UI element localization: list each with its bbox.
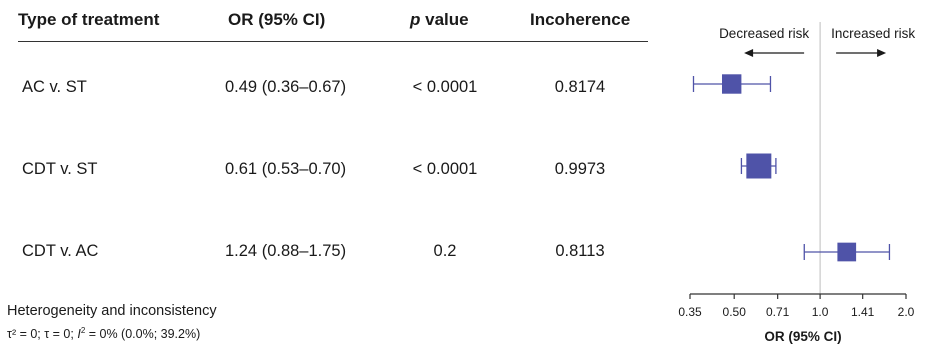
header-p-italic: p <box>410 10 421 29</box>
point-marker-1 <box>721 74 742 94</box>
header-p-rest: value <box>420 10 469 29</box>
header-incoherence: Incoherence <box>530 10 631 29</box>
row-2-p: < 0.0001 <box>412 160 478 178</box>
arrow-left-head <box>744 49 754 57</box>
stats-part-b: = 0% (0.0%; 39.2%) <box>85 327 201 342</box>
heterogeneity-stats: τ² = 0; τ = 0; I2 = 0% (0.0%; 39.2%) <box>7 326 200 341</box>
header-or-ci: OR (95% CI) <box>228 10 326 29</box>
header-treatment: Type of treatment <box>18 10 160 29</box>
row-2-treatment: CDT v. ST <box>22 160 98 178</box>
stats-sup: 2 <box>80 326 86 335</box>
row-1-p: < 0.0001 <box>412 78 478 96</box>
annotation-increased-risk: Increased risk <box>831 26 915 41</box>
row-3-or-ci: 1.24 (0.88–1.75) <box>225 242 347 260</box>
row-2-or-ci: 0.61 (0.53–0.70) <box>225 160 347 178</box>
heterogeneity-heading: Heterogeneity and inconsistency <box>7 303 217 319</box>
x-tick-label-2: 0.50 <box>723 305 747 319</box>
point-marker-2 <box>746 153 772 179</box>
header-rule <box>18 41 648 42</box>
row-2-incoherence: 0.9973 <box>554 160 606 178</box>
x-tick-label-4: 1.0 <box>812 305 829 319</box>
x-axis-label: OR (95% CI) <box>764 329 841 344</box>
row-3-treatment: CDT v. AC <box>22 242 99 260</box>
forest-plot: Decreased risk Increased risk 0.35 0.50 0.71… <box>678 22 915 344</box>
x-tick-label-3: 0.71 <box>766 305 790 319</box>
row-1-or-ci: 0.49 (0.36–0.67) <box>225 78 347 96</box>
annotation-decreased-risk: Decreased risk <box>719 26 809 41</box>
x-tick-label-6: 2.0 <box>898 305 915 319</box>
row-1-treatment: AC v. ST <box>22 78 87 96</box>
row-1-incoherence: 0.8174 <box>554 78 606 96</box>
stats-part-a: τ² = 0; τ = 0; <box>7 327 78 342</box>
row-3-p: 0.2 <box>433 242 457 260</box>
header-p-value: p value <box>410 10 469 30</box>
row-3-incoherence: 0.8113 <box>555 242 605 260</box>
x-tick-label-1: 0.35 <box>678 305 702 319</box>
point-marker-3 <box>837 242 857 262</box>
arrow-right-head <box>877 49 887 57</box>
stats-i: I <box>77 327 81 342</box>
x-tick-label-5: 1.41 <box>851 305 875 319</box>
